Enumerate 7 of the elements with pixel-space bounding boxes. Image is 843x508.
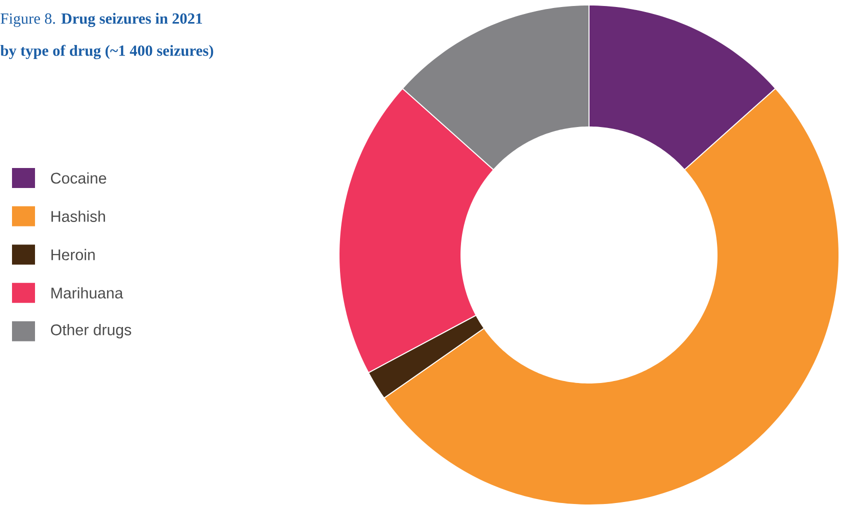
legend-label: Other drugs: [50, 324, 132, 338]
legend-label: Cocaine: [50, 172, 106, 184]
legend-label: Heroin: [51, 248, 95, 260]
text: by type of drug (~1 400 seizures): [0, 44, 214, 60]
chart-title: Figure 8. Drug seizures in 2021: [0, 12, 202, 28]
legend-label: Marihuana: [51, 287, 124, 299]
legend-label: Hashish: [51, 210, 105, 222]
